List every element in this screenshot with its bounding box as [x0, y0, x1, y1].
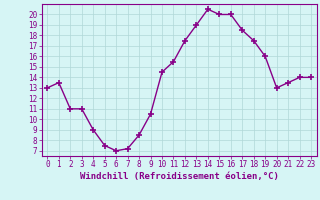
X-axis label: Windchill (Refroidissement éolien,°C): Windchill (Refroidissement éolien,°C) [80, 172, 279, 181]
